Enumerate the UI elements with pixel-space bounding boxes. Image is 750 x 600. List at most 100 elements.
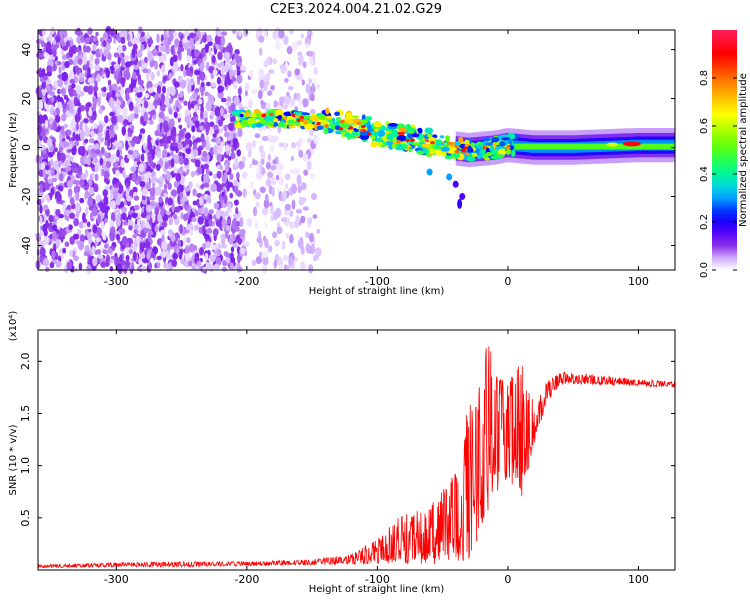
noise-speckle <box>209 124 214 135</box>
noise-speckle <box>132 251 137 262</box>
noise-speckle <box>269 144 275 154</box>
noise-speckle <box>38 155 44 164</box>
noise-speckle <box>97 165 103 172</box>
noise-speckle <box>75 122 79 131</box>
noise-speckle <box>80 155 86 166</box>
noise-speckle <box>258 68 265 78</box>
noise-speckle <box>97 132 103 138</box>
noise-speckle <box>94 164 99 173</box>
tone-blob <box>427 134 433 138</box>
noise-speckle <box>175 248 180 255</box>
noise-speckle <box>287 70 292 78</box>
noise-speckle <box>41 162 46 171</box>
tone-blob <box>316 125 324 130</box>
noise-speckle <box>291 41 298 52</box>
noise-speckle <box>284 78 289 83</box>
noise-speckle <box>36 52 42 59</box>
tone-blob <box>416 150 425 155</box>
noise-speckle <box>103 170 110 179</box>
tone-hotspot <box>348 126 354 130</box>
noise-speckle <box>216 29 222 37</box>
noise-speckle <box>112 161 119 169</box>
noise-speckle <box>79 197 85 204</box>
noise-speckle <box>83 118 89 124</box>
noise-speckle <box>157 213 163 223</box>
noise-speckle <box>179 224 184 234</box>
tone-hotspot <box>366 132 372 136</box>
noise-speckle <box>106 28 110 33</box>
noise-speckle <box>172 61 179 72</box>
noise-speckle <box>252 206 258 217</box>
noise-speckle <box>183 69 187 77</box>
noise-speckle <box>59 133 63 142</box>
noise-speckle <box>80 145 86 157</box>
tone-hotspot <box>361 125 366 129</box>
noise-speckle <box>208 46 212 56</box>
noise-speckle <box>124 61 132 68</box>
tone-blob <box>435 139 442 145</box>
noise-speckle <box>83 251 90 257</box>
noise-speckle <box>92 98 98 104</box>
tone-blob <box>483 138 491 142</box>
tone-blob <box>471 153 478 157</box>
noise-speckle <box>188 229 194 236</box>
noise-speckle <box>205 121 210 132</box>
noise-speckle <box>57 74 64 79</box>
noise-speckle <box>160 93 165 104</box>
noise-speckle <box>57 161 62 168</box>
noise-speckle <box>208 219 213 227</box>
noise-speckle <box>68 87 75 97</box>
colorbar-tick-label: 0.2 <box>699 214 710 230</box>
noise-speckle <box>84 157 90 165</box>
noise-speckle <box>57 185 64 192</box>
noise-speckle <box>256 236 263 244</box>
noise-speckle <box>168 118 175 128</box>
noise-speckle <box>267 245 273 253</box>
noise-speckle <box>261 167 265 176</box>
noise-speckle <box>165 170 171 182</box>
noise-speckle <box>120 158 125 169</box>
tone-blob <box>255 122 263 128</box>
noise-speckle <box>195 137 202 143</box>
tone-blob <box>239 113 244 118</box>
noise-speckle <box>258 35 265 43</box>
noise-speckle <box>46 104 50 113</box>
noise-speckle <box>106 136 111 147</box>
noise-speckle <box>264 194 269 202</box>
noise-speckle <box>202 266 208 272</box>
noise-speckle <box>202 34 207 43</box>
noise-speckle <box>227 181 234 188</box>
noise-speckle <box>239 228 246 235</box>
noise-speckle <box>139 99 145 105</box>
noise-speckle <box>136 92 142 98</box>
noise-speckle <box>199 125 204 131</box>
noise-speckle <box>186 123 191 129</box>
noise-speckle <box>148 120 154 125</box>
noise-speckle <box>214 263 220 269</box>
noise-speckle <box>194 49 200 58</box>
noise-speckle <box>66 129 72 136</box>
noise-speckle <box>112 88 116 99</box>
noise-speckle <box>68 47 74 58</box>
noise-speckle <box>177 92 184 98</box>
noise-speckle <box>41 40 45 48</box>
noise-speckle <box>109 99 115 108</box>
noise-speckle <box>184 64 189 71</box>
noise-speckle <box>161 220 168 228</box>
noise-speckle <box>192 142 198 152</box>
noise-speckle <box>143 111 148 123</box>
noise-speckle <box>103 49 109 57</box>
noise-speckle <box>256 27 263 37</box>
noise-speckle <box>302 153 309 162</box>
noise-speckle <box>308 232 315 243</box>
noise-speckle <box>75 99 80 106</box>
noise-speckle <box>145 182 151 191</box>
noise-speckle <box>183 236 187 244</box>
noise-speckle <box>240 247 246 254</box>
noise-speckle <box>59 152 66 163</box>
y-tick-label: 2.0 <box>19 353 32 371</box>
noise-speckle <box>50 158 54 166</box>
noise-speckle <box>76 31 83 37</box>
noise-speckle <box>109 266 114 272</box>
